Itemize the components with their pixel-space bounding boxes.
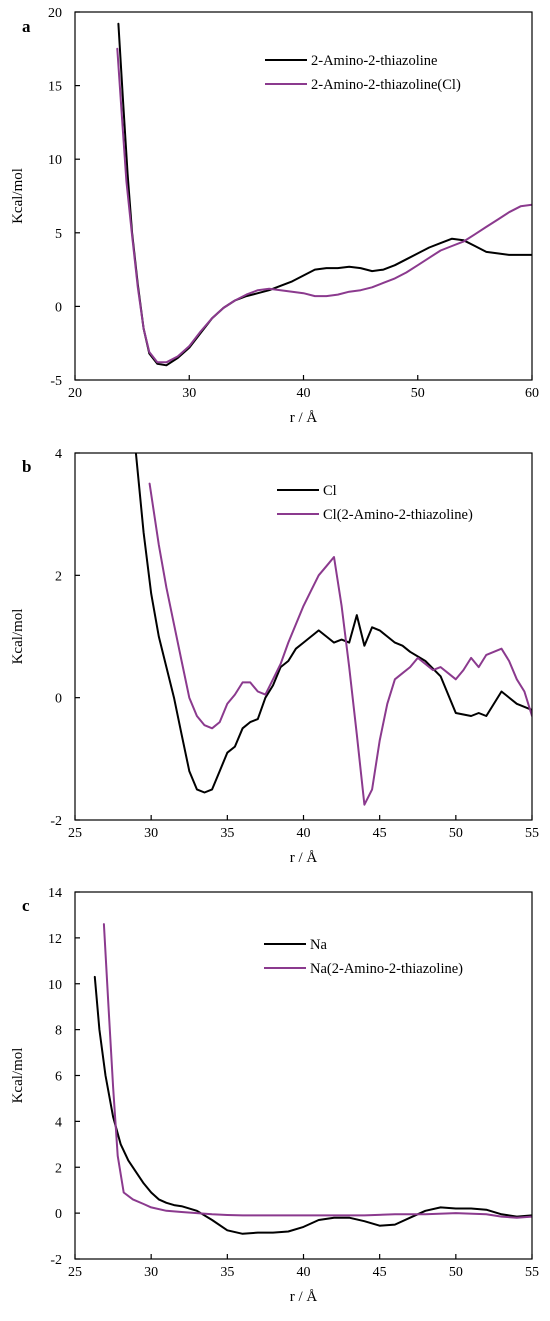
- x-tick-label: 55: [525, 1265, 539, 1280]
- x-tick-label: 45: [373, 826, 387, 841]
- y-tick-label: 4: [55, 1115, 62, 1130]
- x-tick-label: 40: [297, 826, 311, 841]
- x-tick-label: 50: [411, 386, 425, 401]
- y-axis-label: Kcal/mol: [10, 1048, 26, 1104]
- x-tick-label: 50: [449, 826, 463, 841]
- x-tick-label: 40: [297, 386, 311, 401]
- x-tick-label: 30: [144, 1265, 158, 1280]
- x-tick-label: 25: [68, 826, 82, 841]
- legend: 2-Amino-2-thiazoline 2-Amino-2-thiazoline…: [265, 53, 461, 93]
- y-tick-label: 10: [48, 153, 62, 168]
- panel-letter: b: [22, 457, 31, 476]
- y-tick-label: -2: [50, 1253, 62, 1268]
- x-tick-label: 30: [144, 826, 158, 841]
- y-tick-label: 2: [55, 1161, 62, 1176]
- y-axis-label: Kcal/mol: [10, 168, 26, 224]
- x-tick-label: 55: [525, 826, 539, 841]
- x-tick-label: 35: [220, 826, 234, 841]
- x-tick-label: 45: [373, 1265, 387, 1280]
- y-axis-label: Kcal/mol: [10, 609, 26, 665]
- legend-entry-2: Na(2-Amino-2-thiazoline): [310, 961, 463, 977]
- x-tick-label: 60: [525, 386, 539, 401]
- y-tick-label: 0: [55, 692, 62, 707]
- series-line-2: [102, 923, 532, 1219]
- y-tick-label: 12: [48, 932, 62, 947]
- x-tick-label: 20: [68, 386, 82, 401]
- x-axis-label: r / Å: [290, 850, 318, 866]
- series-line-2: [116, 47, 532, 364]
- legend-entry-1: Na: [310, 937, 327, 953]
- series-line-1: [93, 975, 532, 1235]
- legend-entry-2: Cl(2-Amino-2-thiazoline): [323, 507, 473, 523]
- chart-panel-c: 25 30 35 40 45 50 55 -2 0 2 4 6 8 10 12 14 r / Å Kcal/mol…: [10, 886, 539, 1305]
- panel-letter: a: [22, 17, 31, 36]
- x-tick-label: 35: [220, 1265, 234, 1280]
- chart-panel-b: 25 30 35 40 45 50 55 -2 0 2 4 r / Å Kcal/mol b Cl Cl(2-…: [10, 447, 539, 866]
- legend-entry-2: 2-Amino-2-thiazoline(Cl): [311, 77, 461, 93]
- series-line-1: [134, 453, 532, 794]
- chart-panel-a: 20 30 40 50 60 -5 0 5 10 15 20 r / Å Kcal/mol a 2-Amin…: [10, 6, 539, 426]
- legend: Na Na(2-Amino-2-thiazoline): [264, 937, 463, 977]
- y-tick-label: 0: [55, 1207, 62, 1222]
- x-tick-label: 50: [449, 1265, 463, 1280]
- y-tick-label: 20: [48, 6, 62, 21]
- x-axis-label: r / Å: [290, 1289, 318, 1305]
- y-tick-label: 14: [48, 886, 62, 901]
- legend: Cl Cl(2-Amino-2-thiazoline): [277, 483, 473, 523]
- y-tick-label: -5: [50, 374, 62, 389]
- x-tick-label: 25: [68, 1265, 82, 1280]
- x-tick-label: 30: [182, 386, 196, 401]
- x-axis-label: r / Å: [290, 410, 318, 426]
- y-tick-label: 10: [48, 978, 62, 993]
- y-tick-label: 15: [48, 80, 62, 95]
- y-tick-label: 5: [55, 227, 62, 242]
- legend-entry-1: Cl: [323, 483, 337, 499]
- series-line-2: [148, 482, 532, 806]
- y-tick-label: 0: [55, 300, 62, 315]
- y-tick-label: 8: [55, 1024, 62, 1039]
- panel-letter: c: [22, 896, 30, 915]
- x-tick-label: 40: [297, 1265, 311, 1280]
- legend-entry-1: 2-Amino-2-thiazoline: [311, 53, 437, 69]
- series-line-1: [117, 22, 532, 367]
- y-tick-label: 4: [55, 447, 62, 462]
- y-tick-label: 6: [55, 1070, 62, 1085]
- y-tick-label: 2: [55, 569, 62, 584]
- y-tick-label: -2: [50, 814, 62, 829]
